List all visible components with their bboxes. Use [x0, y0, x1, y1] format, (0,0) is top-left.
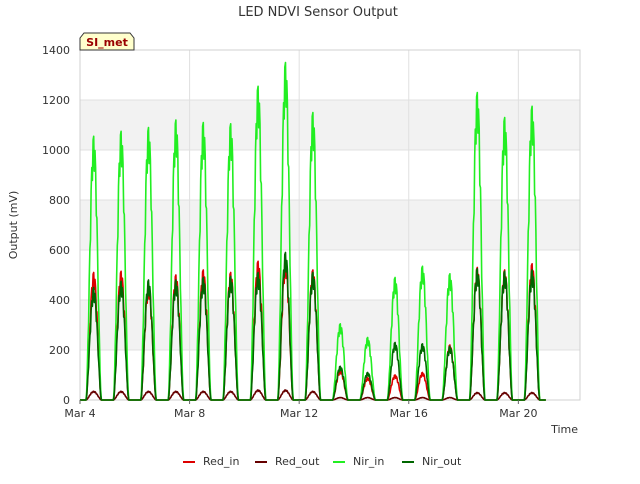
plot-background — [80, 50, 580, 400]
series-line-red-out — [80, 389, 546, 401]
y-tick-label: 1000 — [42, 144, 70, 157]
x-tick-label: Mar 4 — [64, 407, 95, 420]
x-tick-label: Mar 8 — [174, 407, 205, 420]
plot-band — [80, 200, 580, 250]
y-axis-ticks: 0 200 400 600 800 1000 1200 1400 — [42, 44, 70, 407]
x-axis-ticks: Mar 4 Mar 8 Mar 12 Mar 16 Mar 20 — [64, 400, 537, 420]
y-tick-label: 600 — [49, 244, 70, 257]
site-badge: SI_met — [79, 32, 135, 51]
legend-label: Red_in — [203, 455, 239, 468]
x-tick-label: Mar 16 — [390, 407, 428, 420]
y-tick-label: 1400 — [42, 44, 70, 57]
y-tick-label: 400 — [49, 294, 70, 307]
y-tick-label: 200 — [49, 344, 70, 357]
plot-band — [80, 250, 580, 300]
y-tick-label: 800 — [49, 194, 70, 207]
legend-label: Nir_in — [353, 455, 384, 468]
y-tick-label: 1200 — [42, 94, 70, 107]
x-tick-label: Mar 20 — [499, 407, 537, 420]
legend-label: Red_out — [275, 455, 320, 468]
series-line-nir-out — [80, 251, 546, 401]
site-badge-label: SI_met — [86, 36, 128, 49]
series-line-nir-in — [80, 61, 546, 401]
legend-label: Nir_out — [422, 455, 462, 468]
plot-band — [80, 300, 580, 350]
plot-band — [80, 150, 580, 200]
x-axis-label: Time — [550, 423, 578, 436]
y-axis-label: Output (mV) — [7, 191, 20, 260]
legend: Red_in Red_out Nir_in Nir_out — [183, 455, 462, 468]
y-tick-label: 0 — [63, 394, 70, 407]
chart-title: LED NDVI Sensor Output — [238, 5, 398, 20]
plot-band — [80, 50, 580, 100]
x-tick-label: Mar 12 — [280, 407, 318, 420]
plot-band — [80, 350, 580, 400]
plot-band — [80, 100, 580, 150]
series-layer — [80, 61, 546, 401]
